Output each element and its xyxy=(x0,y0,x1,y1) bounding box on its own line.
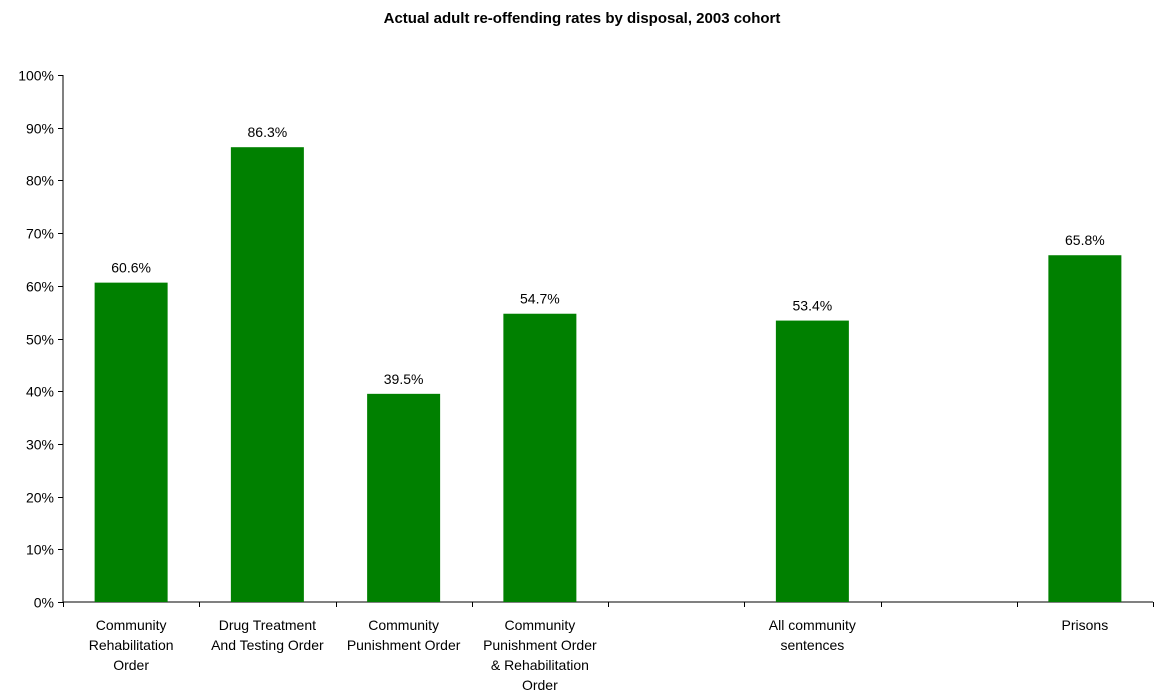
y-tick-label: 10% xyxy=(26,542,54,558)
y-tick-label: 70% xyxy=(26,226,54,242)
y-tick-label: 80% xyxy=(26,173,54,189)
y-tick-label: 30% xyxy=(26,437,54,453)
x-category-label: All community xyxy=(769,617,856,633)
x-category-label: & Rehabilitation xyxy=(491,657,589,673)
value-labels: 60.6% 86.3% 39.5% 54.7% 53.4% 65.8% xyxy=(111,124,1104,387)
axes xyxy=(62,75,1154,607)
y-tick-label: 40% xyxy=(26,384,54,400)
y-tick-label: 20% xyxy=(26,490,54,506)
y-tick-label: 60% xyxy=(26,279,54,295)
bar xyxy=(230,147,304,602)
x-category-label: Order xyxy=(522,677,558,693)
y-tick-label: 90% xyxy=(26,121,54,137)
bar-value-label: 53.4% xyxy=(793,298,833,314)
category-labels: Community Rehabilitation Order Drug Treatme… xyxy=(89,617,1109,693)
bar xyxy=(367,393,441,602)
y-tick-label: 0% xyxy=(34,595,54,611)
x-category-label: Community xyxy=(504,617,575,633)
x-category-label: Prisons xyxy=(1062,617,1109,633)
y-tick-label: 100% xyxy=(18,68,54,84)
y-tick-label: 50% xyxy=(26,332,54,348)
x-category-label: Community xyxy=(368,617,439,633)
bar-value-label: 65.8% xyxy=(1065,232,1105,248)
bar-value-label: 60.6% xyxy=(111,260,151,276)
x-category-label: Community xyxy=(96,617,167,633)
y-axis-ticks: 0% 10% 20% 30% 40% 50% 60% 70% 80% 90% 100% xyxy=(18,68,63,611)
x-category-label: And Testing Order xyxy=(211,637,324,653)
x-category-label: Punishment Order xyxy=(483,637,597,653)
x-category-label: sentences xyxy=(780,637,844,653)
bar xyxy=(1048,255,1122,602)
bar-value-label: 54.7% xyxy=(520,291,560,307)
chart-title: Actual adult re-offending rates by dispo… xyxy=(384,10,781,27)
x-category-label: Punishment Order xyxy=(347,637,461,653)
x-category-label: Rehabilitation xyxy=(89,637,174,653)
x-category-label: Order xyxy=(113,657,149,673)
bar xyxy=(94,282,168,602)
bar xyxy=(775,320,849,602)
bars xyxy=(94,147,1122,602)
x-category-label: Drug Treatment xyxy=(219,617,316,633)
bar-value-label: 86.3% xyxy=(248,124,288,140)
bar xyxy=(503,313,577,602)
bar-value-label: 39.5% xyxy=(384,371,424,387)
